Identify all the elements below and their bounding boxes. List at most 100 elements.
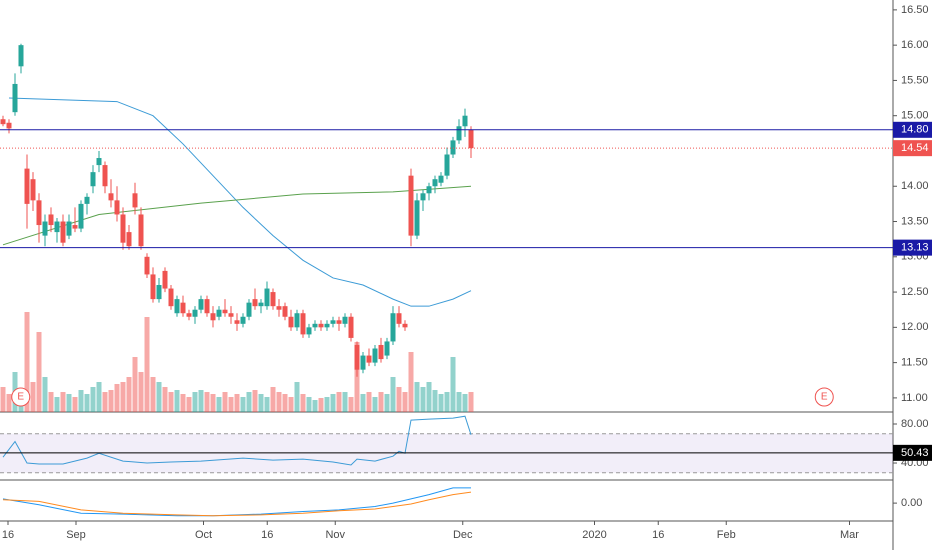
candle-body [132,193,138,208]
candle-body [342,316,348,324]
x-tick-label: 2020 [582,529,606,541]
volume-bar [174,390,180,412]
y-tick-label: 16.50 [901,4,929,16]
candle-body [336,320,342,324]
volume-bar [144,317,150,412]
volume-bar [180,394,186,412]
x-tick-label: 16 [261,529,273,541]
volume-bar [258,394,264,412]
volume-bar [408,352,414,412]
volume-bar [78,390,84,412]
volume-bar [438,394,444,412]
volume-bar [426,382,432,412]
rsi-tick-label: 80.00 [901,418,929,430]
candle-body [186,313,192,317]
candle-body [246,302,252,317]
volume-bar [210,394,216,412]
x-tick-label: Feb [717,529,736,541]
x-tick-label: Nov [325,529,345,541]
volume-bar [222,392,228,412]
volume-bar [234,394,240,412]
volume-bar [60,392,66,412]
candle-body [366,355,372,363]
volume-bar [90,387,96,412]
candle-body [102,165,108,187]
candle-body [408,175,414,236]
candle-body [216,309,222,317]
volume-bar [138,372,144,412]
volume-bar [450,357,456,412]
candle-body [42,221,48,236]
volume-bar [324,397,330,412]
candle-body [444,154,450,176]
candle-body [228,313,234,317]
earnings-label: E [17,392,24,403]
candle-body [210,313,216,321]
volume-bar [126,377,132,412]
volume-bar [342,392,348,412]
candle-body [138,214,144,247]
candle-body [300,313,306,335]
candle-body [36,200,42,226]
x-tick-label: Mar [840,529,859,541]
y-tick-label: 16.00 [901,39,929,51]
volume-bar [192,392,198,412]
volume-bar [396,387,402,412]
volume-bar [6,394,12,412]
y-tick-label: 14.00 [901,180,929,192]
volume-bar [132,357,138,412]
volume-bar [228,397,234,412]
candle-body [432,179,438,187]
candle-body [330,320,336,324]
candle-body [174,299,180,314]
price-label-box [893,239,932,256]
volume-bar [288,397,294,412]
y-tick-label: 15.50 [901,74,929,86]
volume-bar [384,394,390,412]
candle-body [168,288,174,307]
candle-body [120,214,126,243]
candle-body [402,323,408,328]
y-tick-label: 13.50 [901,215,929,227]
price-label-box [893,121,932,138]
candle-body [270,292,276,307]
candle-body [6,122,12,129]
candle-body [222,309,228,314]
volume-bar [168,392,174,412]
volume-bar [102,392,108,412]
candle-body [414,200,420,236]
volume-bar [156,382,162,412]
candle-body [78,203,84,229]
volume-bar [456,392,462,412]
volume-bar [114,384,120,412]
candle-body [462,115,468,127]
candle-body [0,119,6,125]
volume-bar [270,387,276,412]
candle-body [420,193,426,201]
volume-bar [390,377,396,412]
candle-body [264,288,270,307]
volume-bar [96,382,102,412]
candle-body [66,221,72,236]
volume-bar [120,382,126,412]
price-label: 14.80 [901,124,929,136]
price-label: 13.13 [901,242,929,254]
volume-bar [108,390,114,412]
candle-body [96,158,102,166]
candle-body [456,126,462,141]
candle-body [438,175,444,183]
candle-body [396,313,402,324]
candle-body [282,306,288,317]
volume-bar [294,382,300,412]
y-tick-label: 15.00 [901,110,929,122]
volume-bar [420,387,426,412]
volume-bar [204,392,210,412]
candle-body [240,316,246,324]
macd-line [2,487,471,517]
candle-body [12,83,18,113]
volume-bar [354,342,360,412]
candle-body [354,344,360,370]
volume-bar [378,392,384,412]
x-tick-label: Dec [453,529,473,541]
